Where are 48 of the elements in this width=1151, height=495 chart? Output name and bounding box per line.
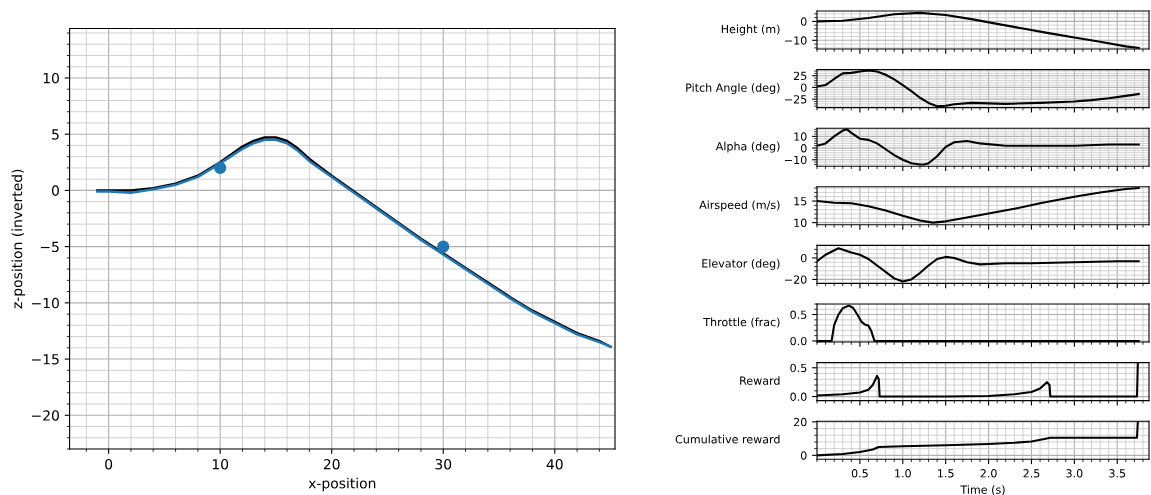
x-tick-label: 3.0 [1066, 469, 1083, 478]
x-tick-label: 3.5 [1109, 469, 1126, 478]
y-tick-label: −5 [40, 241, 59, 253]
y-tick-label: −20 [785, 275, 807, 284]
x-tick-label: 10 [212, 458, 229, 470]
x-tick-label: 0 [105, 458, 113, 470]
x-tick-label: 40 [546, 458, 563, 470]
y-axis-title: Pitch Angle (deg) [686, 83, 780, 94]
x-tick-label: 1.0 [895, 469, 911, 478]
x-tick-label: 0.5 [851, 469, 868, 478]
y-tick-label: −10 [32, 297, 59, 309]
y-tick-label: 5 [52, 129, 59, 140]
y-axis-title: Height (m) [721, 24, 780, 36]
x-tick-label: 2.0 [980, 469, 997, 478]
y-axis-title: Alpha (deg) [715, 141, 780, 153]
y-tick-label: 0.0 [790, 392, 807, 401]
y-tick-label: 0.5 [790, 310, 807, 319]
x-tick-label: 1.5 [938, 469, 954, 478]
y-axis-title: Reward [740, 376, 780, 385]
y-tick-label: 15 [794, 197, 807, 206]
y-tick-label: 25 [793, 71, 807, 81]
y-tick-label: −10 [785, 155, 807, 165]
y-tick-label: 0 [800, 17, 807, 26]
y-axis-title: Elevator (deg) [702, 259, 780, 270]
y-tick-label: 0 [51, 185, 59, 196]
x-tick-label: 30 [435, 458, 452, 470]
y-tick-label: 0 [800, 83, 807, 92]
x-axis-title: x-position [308, 477, 376, 492]
x-axis-title: Time (s) [960, 485, 1005, 495]
y-axis-title: z-position (inverted) [11, 169, 26, 309]
y-tick-label: 20 [793, 417, 807, 427]
y-axis-title: Throttle (frac) [703, 317, 780, 328]
y-tick-label: −25 [785, 95, 807, 104]
y-tick-label: −10 [785, 36, 807, 45]
x-tick-label: 2.5 [1023, 469, 1040, 478]
x-tick-label: 20 [323, 458, 340, 470]
y-tick-label: −15 [32, 354, 59, 365]
y-axis-title: Airspeed (m/s) [699, 200, 780, 212]
y-tick-label: 0 [800, 253, 807, 263]
y-tick-label: 0 [800, 144, 807, 153]
y-tick-label: 10 [43, 72, 59, 84]
y-tick-label: 0 [800, 451, 807, 460]
y-tick-label: 10 [794, 132, 807, 141]
y-tick-label: 0.0 [790, 336, 807, 346]
y-tick-label: 10 [794, 218, 807, 228]
y-axis-title: Cumulative reward [675, 434, 780, 444]
y-tick-label: −20 [32, 410, 59, 421]
y-tick-label: 0.5 [790, 363, 807, 373]
